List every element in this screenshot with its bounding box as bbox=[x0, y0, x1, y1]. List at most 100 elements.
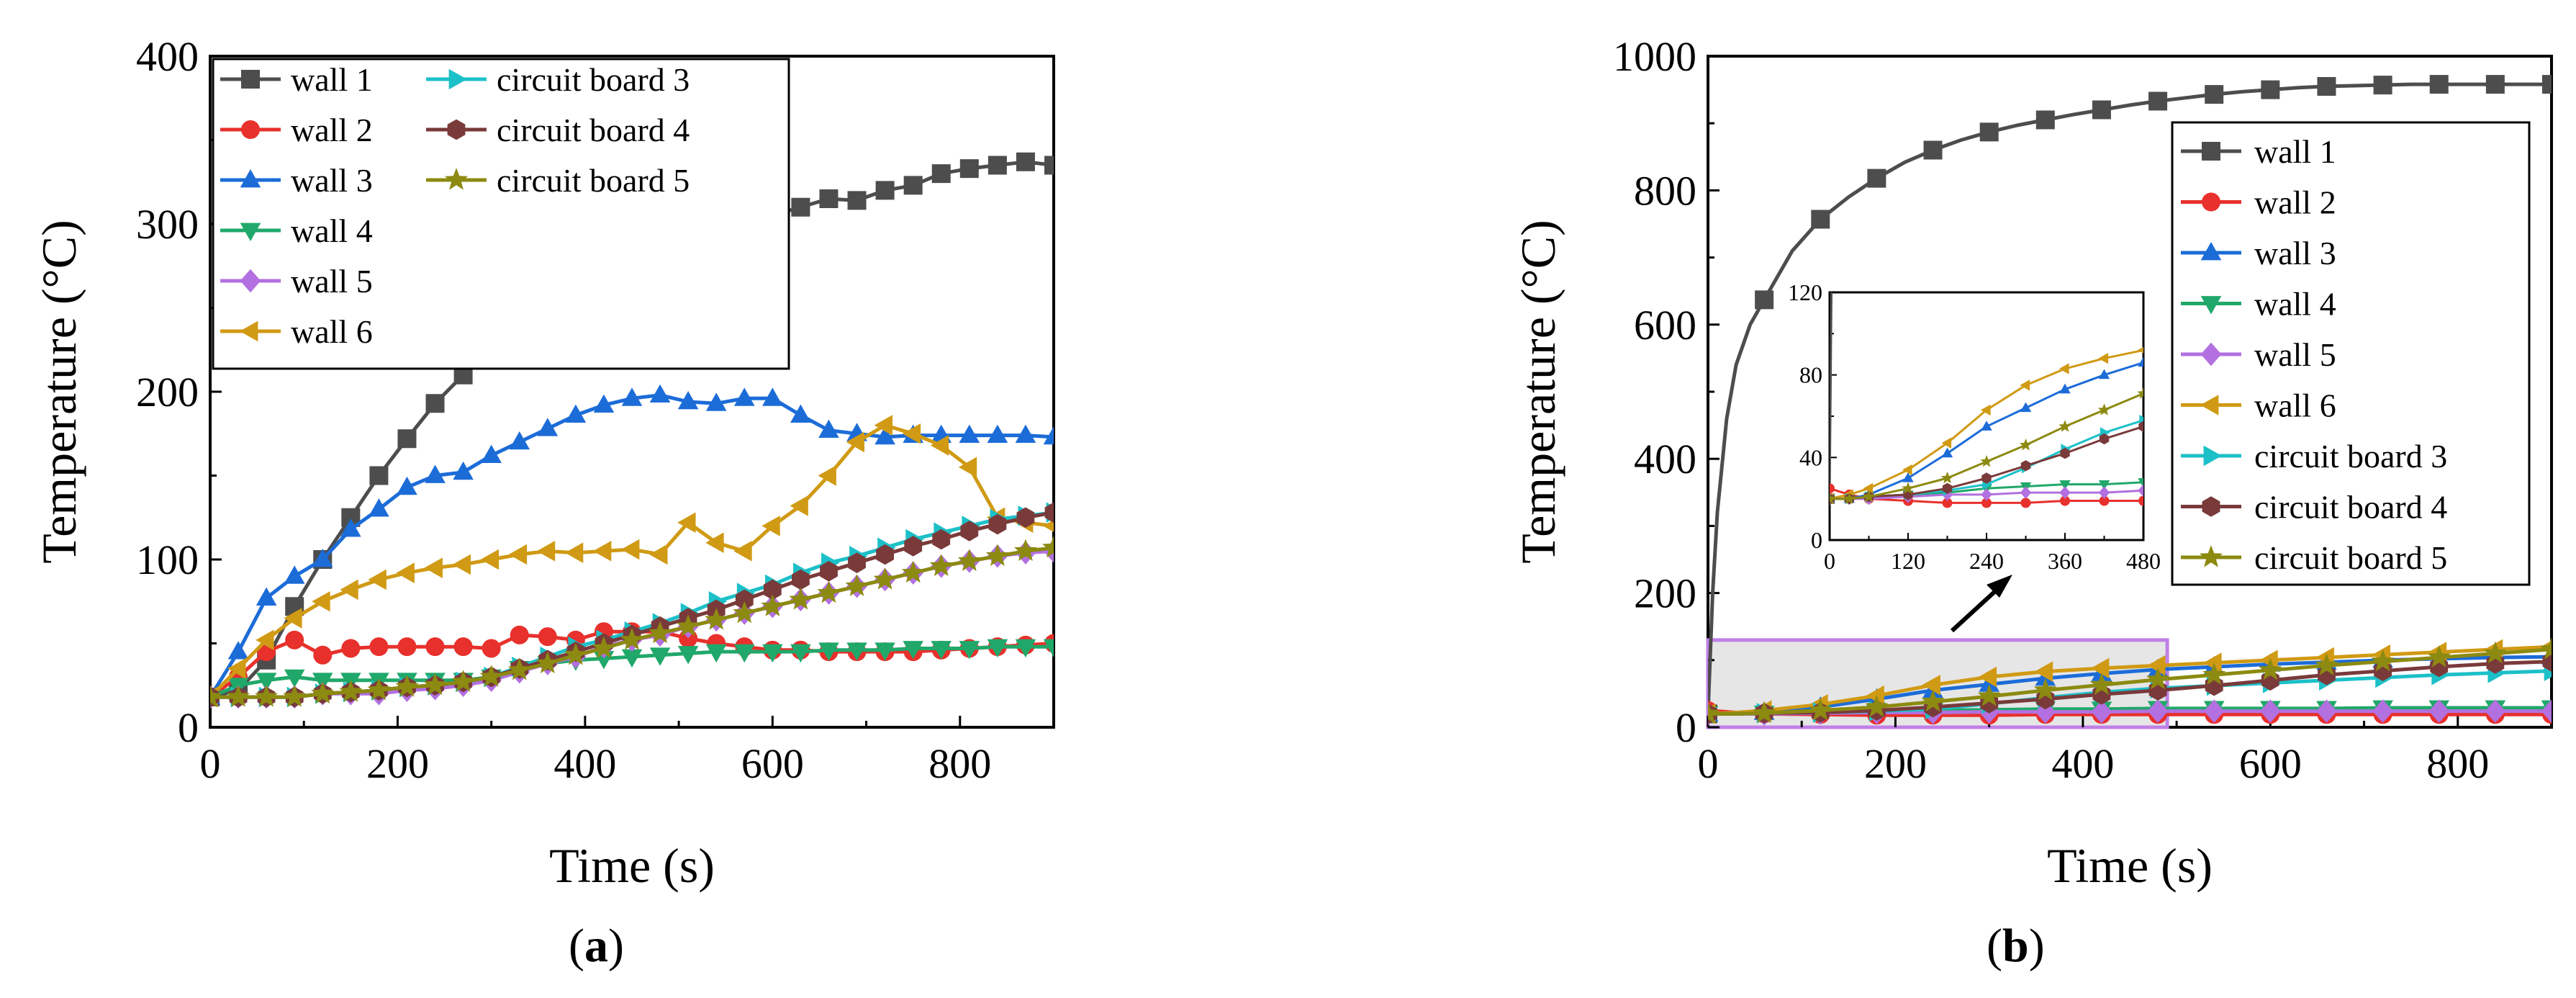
panel-a-point-wall-1 bbox=[341, 508, 361, 527]
inset-point-wall-2 bbox=[1981, 498, 1992, 508]
panel-a-point-circuit-board-5 bbox=[564, 642, 587, 665]
panel-a-point-circuit-board-5 bbox=[901, 560, 925, 583]
panel-a-point-wall-3 bbox=[987, 424, 1008, 443]
panel-a-point-circuit-board-5 bbox=[957, 549, 981, 571]
inset-point-circuit-board-4 bbox=[1981, 472, 1992, 484]
panel-a-series-circuit-board-5 bbox=[210, 535, 1054, 707]
panel-a-point-wall-3 bbox=[733, 387, 755, 406]
panel-a-point-wall-6 bbox=[312, 590, 330, 612]
panel-b-ylabel: Temperature (°C) bbox=[1511, 220, 1565, 563]
panel-a-point-circuit-board-5 bbox=[311, 681, 335, 704]
panel-a-legend: wall 1 wall 2 wall 3 wall 4 wall 5 wall 6 circ… bbox=[212, 58, 790, 370]
panel-a-x-tick-label: 800 bbox=[928, 740, 991, 787]
panel-a-point-circuit-board-5 bbox=[845, 574, 869, 596]
panel-b-point-wall-1 bbox=[2092, 100, 2111, 120]
panel-a-legend-entry-wall-1: wall 1 bbox=[220, 61, 373, 98]
panel-a-point-circuit-board-5 bbox=[283, 685, 307, 707]
panel-a-point-wall-2 bbox=[453, 637, 473, 657]
panel-a-point-wall-3 bbox=[397, 476, 417, 495]
panel-a-legend-entry-wall-3: wall 3 bbox=[220, 162, 373, 199]
panel-a-point-wall-4 bbox=[959, 641, 980, 660]
panel-a-point-wall-1 bbox=[819, 189, 839, 209]
panel-b-point-wall-6 bbox=[1866, 685, 1884, 706]
panel-b-legend-marker-square bbox=[2202, 142, 2220, 161]
panel-a-point-circuit-board-5 bbox=[761, 594, 785, 616]
inset-x-tick-label: 480 bbox=[2126, 548, 2161, 574]
panel-a-ylabel: Temperature (°C) bbox=[32, 220, 86, 563]
panel-b-point-wall-1 bbox=[2035, 110, 2055, 130]
panel-a-point-circuit-board-5 bbox=[227, 685, 250, 707]
panel-b-legend-marker-star bbox=[2199, 545, 2223, 567]
panel-b-legend-entry-circuit-board-4: circuit board 4 bbox=[2181, 489, 2447, 526]
panel-a-point-wall-4 bbox=[762, 644, 783, 663]
inset-x-tick-label: 120 bbox=[1891, 548, 1925, 574]
panel-a-point-wall-4 bbox=[987, 639, 1008, 658]
panel-a-point-wall-4 bbox=[733, 644, 755, 663]
panel-a-point-circuit-board-5 bbox=[535, 651, 559, 674]
panel-b-point-wall-5 bbox=[2541, 699, 2552, 723]
panel-a-x-tick-label: 400 bbox=[553, 740, 616, 787]
panel-b-point-wall-5 bbox=[2485, 699, 2506, 723]
inset-point-circuit-board-4 bbox=[2138, 421, 2143, 432]
panel-b-point-circuit-board-5 bbox=[1977, 684, 2001, 706]
panel-a-point-wall-1 bbox=[791, 197, 810, 217]
panel-b-point-wall-5 bbox=[2147, 699, 2169, 723]
inset-point-wall-3 bbox=[1981, 421, 1992, 431]
panel-a-legend-frame bbox=[212, 58, 790, 370]
panel-a-point-wall-2 bbox=[397, 637, 417, 657]
panel-a-point-circuit-board-4 bbox=[904, 536, 923, 557]
panel-a-point-wall-3 bbox=[369, 498, 389, 517]
panel-a-point-wall-4 bbox=[818, 642, 839, 661]
panel-a-point-wall-2 bbox=[313, 645, 333, 665]
panel-a-point-circuit-board-5 bbox=[733, 601, 756, 624]
panel-a-point-wall-6 bbox=[733, 541, 752, 562]
inset-point-wall-4 bbox=[2059, 480, 2071, 490]
panel-b-legend-label: circuit board 3 bbox=[2254, 438, 2447, 475]
panel-a-legend-marker-star bbox=[444, 168, 469, 190]
panel-b-x-tick-label: 800 bbox=[2426, 740, 2489, 787]
panel-b-point-wall-1 bbox=[1867, 168, 1886, 188]
panel-b-legend-marker-circle bbox=[2202, 192, 2221, 212]
panel-a-label: (a) bbox=[569, 920, 624, 972]
panel-a-point-wall-2 bbox=[369, 637, 389, 657]
panel-b-point-wall-5 bbox=[2260, 699, 2281, 723]
panel-a-point-wall-3 bbox=[509, 431, 530, 450]
panel-b-letter: b bbox=[2002, 920, 2029, 972]
panel-a-point-circuit-board-4 bbox=[820, 561, 838, 582]
inset-point-wall-6 bbox=[2098, 353, 2109, 364]
panel-b-point-circuit-board-5 bbox=[1708, 701, 1720, 724]
inset-point-circuit-board-5 bbox=[2019, 439, 2033, 451]
inset-point-wall-6 bbox=[1863, 482, 1874, 495]
panel-a-point-circuit-board-5 bbox=[985, 544, 1009, 566]
inset-point-wall-2 bbox=[2138, 495, 2143, 506]
panel-b-legend-marker-triangle-up bbox=[2200, 242, 2222, 261]
panel-a-legend-label: circuit board 3 bbox=[497, 61, 690, 98]
panel-a-point-wall-4 bbox=[1043, 639, 1054, 658]
panel-a-series bbox=[210, 152, 1054, 709]
inset-point-circuit-board-5 bbox=[2137, 387, 2143, 399]
panel-a-point-wall-1 bbox=[425, 394, 445, 413]
panel-b-point-wall-6 bbox=[1978, 666, 1997, 688]
panel-a-point-wall-3 bbox=[453, 461, 474, 480]
panel-b-point-wall-1 bbox=[2373, 76, 2392, 95]
panel-b-x-tick-label: 0 bbox=[1698, 740, 1719, 787]
inset-point-circuit-board-4 bbox=[2099, 433, 2110, 445]
panel-b-point-wall-1 bbox=[2485, 75, 2505, 94]
inset-x-tick-label: 360 bbox=[2048, 548, 2082, 574]
panel-a-point-wall-6 bbox=[508, 544, 528, 565]
panel-b-point-wall-5 bbox=[2428, 699, 2450, 723]
panel-b-y-tick-label: 400 bbox=[1634, 436, 1696, 482]
panel-a-point-wall-6 bbox=[874, 415, 892, 436]
panel-b-x-tick-label: 400 bbox=[2051, 740, 2114, 787]
panel-b-point-circuit-board-5 bbox=[2539, 637, 2552, 660]
panel-a-point-wall-1 bbox=[453, 365, 473, 385]
panel-a-legend-label: wall 6 bbox=[291, 313, 373, 350]
panel-b-legend-entry-wall-1: wall 1 bbox=[2181, 133, 2336, 170]
panel-a-point-wall-6 bbox=[649, 544, 668, 565]
panel-a-x-tick-label: 200 bbox=[366, 740, 429, 787]
panel-a-point-wall-3 bbox=[649, 384, 671, 403]
inset-point-circuit-board-4 bbox=[2060, 447, 2070, 459]
panel-a-point-wall-2 bbox=[425, 637, 445, 657]
